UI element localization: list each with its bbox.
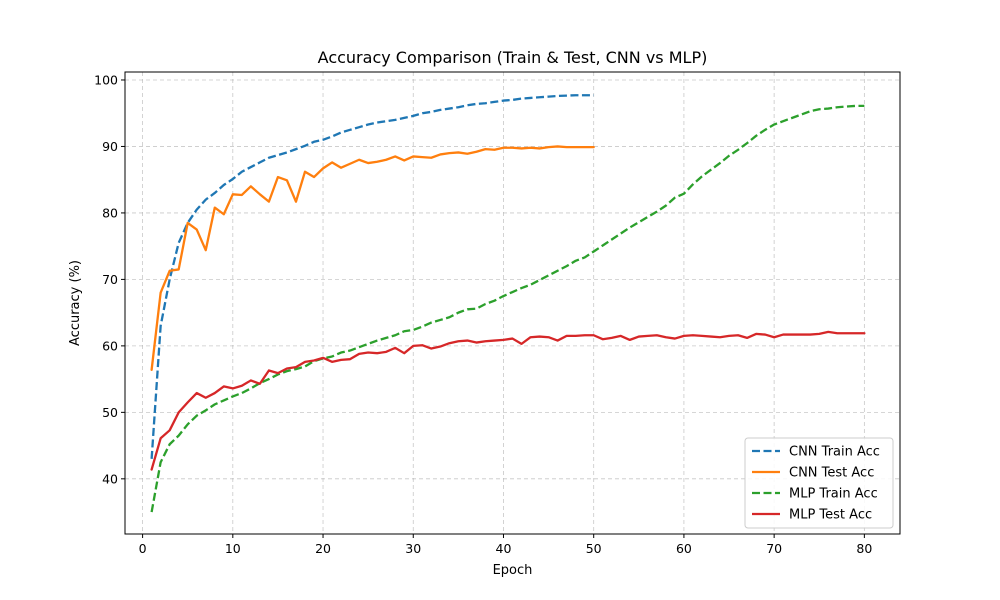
x-tick-label: 20	[315, 541, 331, 556]
x-axis-label: Epoch	[493, 563, 533, 578]
y-tick-label: 70	[102, 272, 118, 287]
y-tick-label: 100	[94, 72, 118, 87]
legend: CNN Train Acc CNN Test Acc MLP Train Acc ML…	[744, 437, 894, 529]
series-line-mlp-train-acc	[150, 104, 865, 513]
y-tick-label: 80	[102, 205, 118, 220]
legend-label-cnn-train-acc: CNN Train Acc	[789, 445, 880, 460]
y-tick-label: 60	[102, 338, 118, 353]
y-tick-label: 50	[102, 405, 118, 420]
y-tick-label: 90	[102, 139, 118, 154]
series-line-cnn-train-acc	[150, 94, 594, 459]
y-tick-label: 40	[102, 471, 118, 486]
legend-box	[744, 437, 894, 529]
series-line-mlp-test-acc	[150, 330, 866, 471]
y-axis-label: Accuracy (%)	[68, 260, 83, 346]
x-tick-label: 0	[139, 541, 147, 556]
legend-label-mlp-test-acc: MLP Test Acc	[789, 508, 872, 523]
legend-label-mlp-train-acc: MLP Train Acc	[789, 487, 878, 502]
series-line-cnn-test-acc	[150, 145, 595, 371]
x-tick-label: 10	[225, 541, 241, 556]
x-tick-label: 70	[766, 541, 782, 556]
plot-series	[150, 94, 866, 513]
x-tick-label: 50	[586, 541, 602, 556]
x-tick-label: 30	[405, 541, 421, 556]
x-tick-label: 40	[496, 541, 512, 556]
legend-label-cnn-test-acc: CNN Test Acc	[789, 466, 874, 481]
plot-frame	[124, 71, 901, 535]
chart-title: Accuracy Comparison (Train & Test, CNN v…	[318, 48, 708, 67]
x-tick-label: 60	[676, 541, 692, 556]
x-tick-label: 80	[856, 541, 872, 556]
axis-ticks: 0 10 20 30 40 50 60 70 80 40 50 60 70 80 90 100	[94, 72, 872, 556]
